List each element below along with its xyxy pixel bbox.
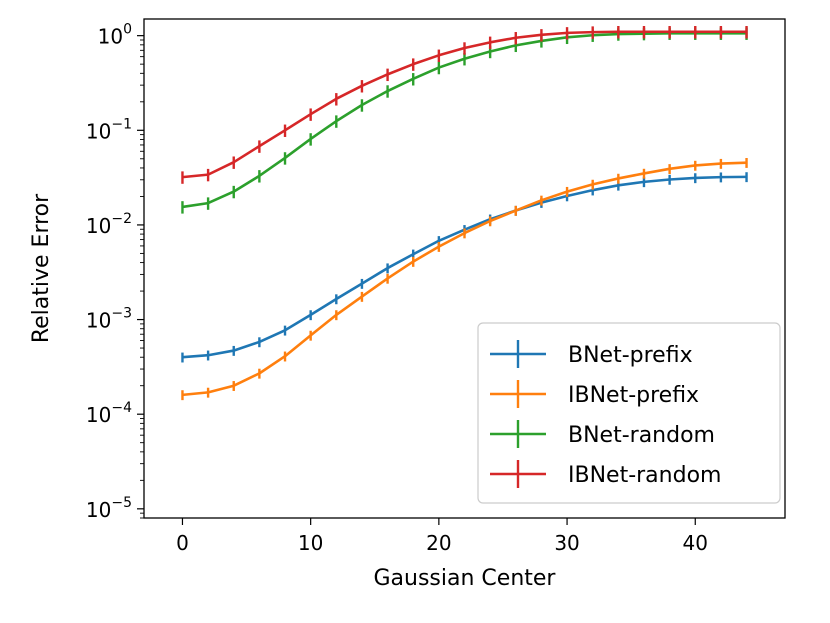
legend-item: BNet-random: [490, 420, 715, 448]
legend-label: IBNet-prefix: [568, 383, 699, 408]
x-axis-label: Gaussian Center: [374, 566, 557, 591]
x-tick-label: 20: [426, 531, 451, 555]
x-tick-label: 0: [176, 531, 189, 555]
y-tick-label: 10−2: [86, 211, 132, 238]
y-tick-label: 10−5: [86, 495, 132, 522]
x-tick-label: 40: [683, 531, 708, 555]
legend-label: BNet-prefix: [568, 343, 693, 368]
plot-frame: [143, 18, 786, 519]
y-tick-label: 10−3: [86, 306, 132, 333]
series-layer: [181, 26, 748, 401]
legend: BNet-prefix IBNet-prefix BNet-random IBNet-…: [477, 322, 781, 504]
series-BNet-random: [181, 27, 748, 214]
x-tick-label: 30: [554, 531, 579, 555]
legend-box: [477, 322, 781, 504]
y-tick-label: 10−4: [86, 400, 132, 427]
y-axis-label: Relative Error: [29, 193, 54, 343]
series-IBNet-random: [181, 26, 748, 184]
legend-item: BNet-prefix: [490, 340, 693, 368]
legend-item: IBNet-random: [490, 460, 721, 488]
x-tick-label: 10: [298, 531, 323, 555]
legend-item: IBNet-prefix: [490, 380, 699, 408]
y-tick-label: 10−1: [86, 116, 132, 143]
x-axis: 0 10 20 30 40: [176, 518, 708, 555]
y-axis: 100 10−1 10−2 10−3 10−4 10−5: [86, 22, 144, 522]
series-IBNet-prefix: [181, 158, 748, 401]
legend-label: IBNet-random: [568, 463, 721, 488]
y-tick-label: 100: [98, 22, 132, 49]
legend-label: BNet-random: [568, 423, 715, 448]
